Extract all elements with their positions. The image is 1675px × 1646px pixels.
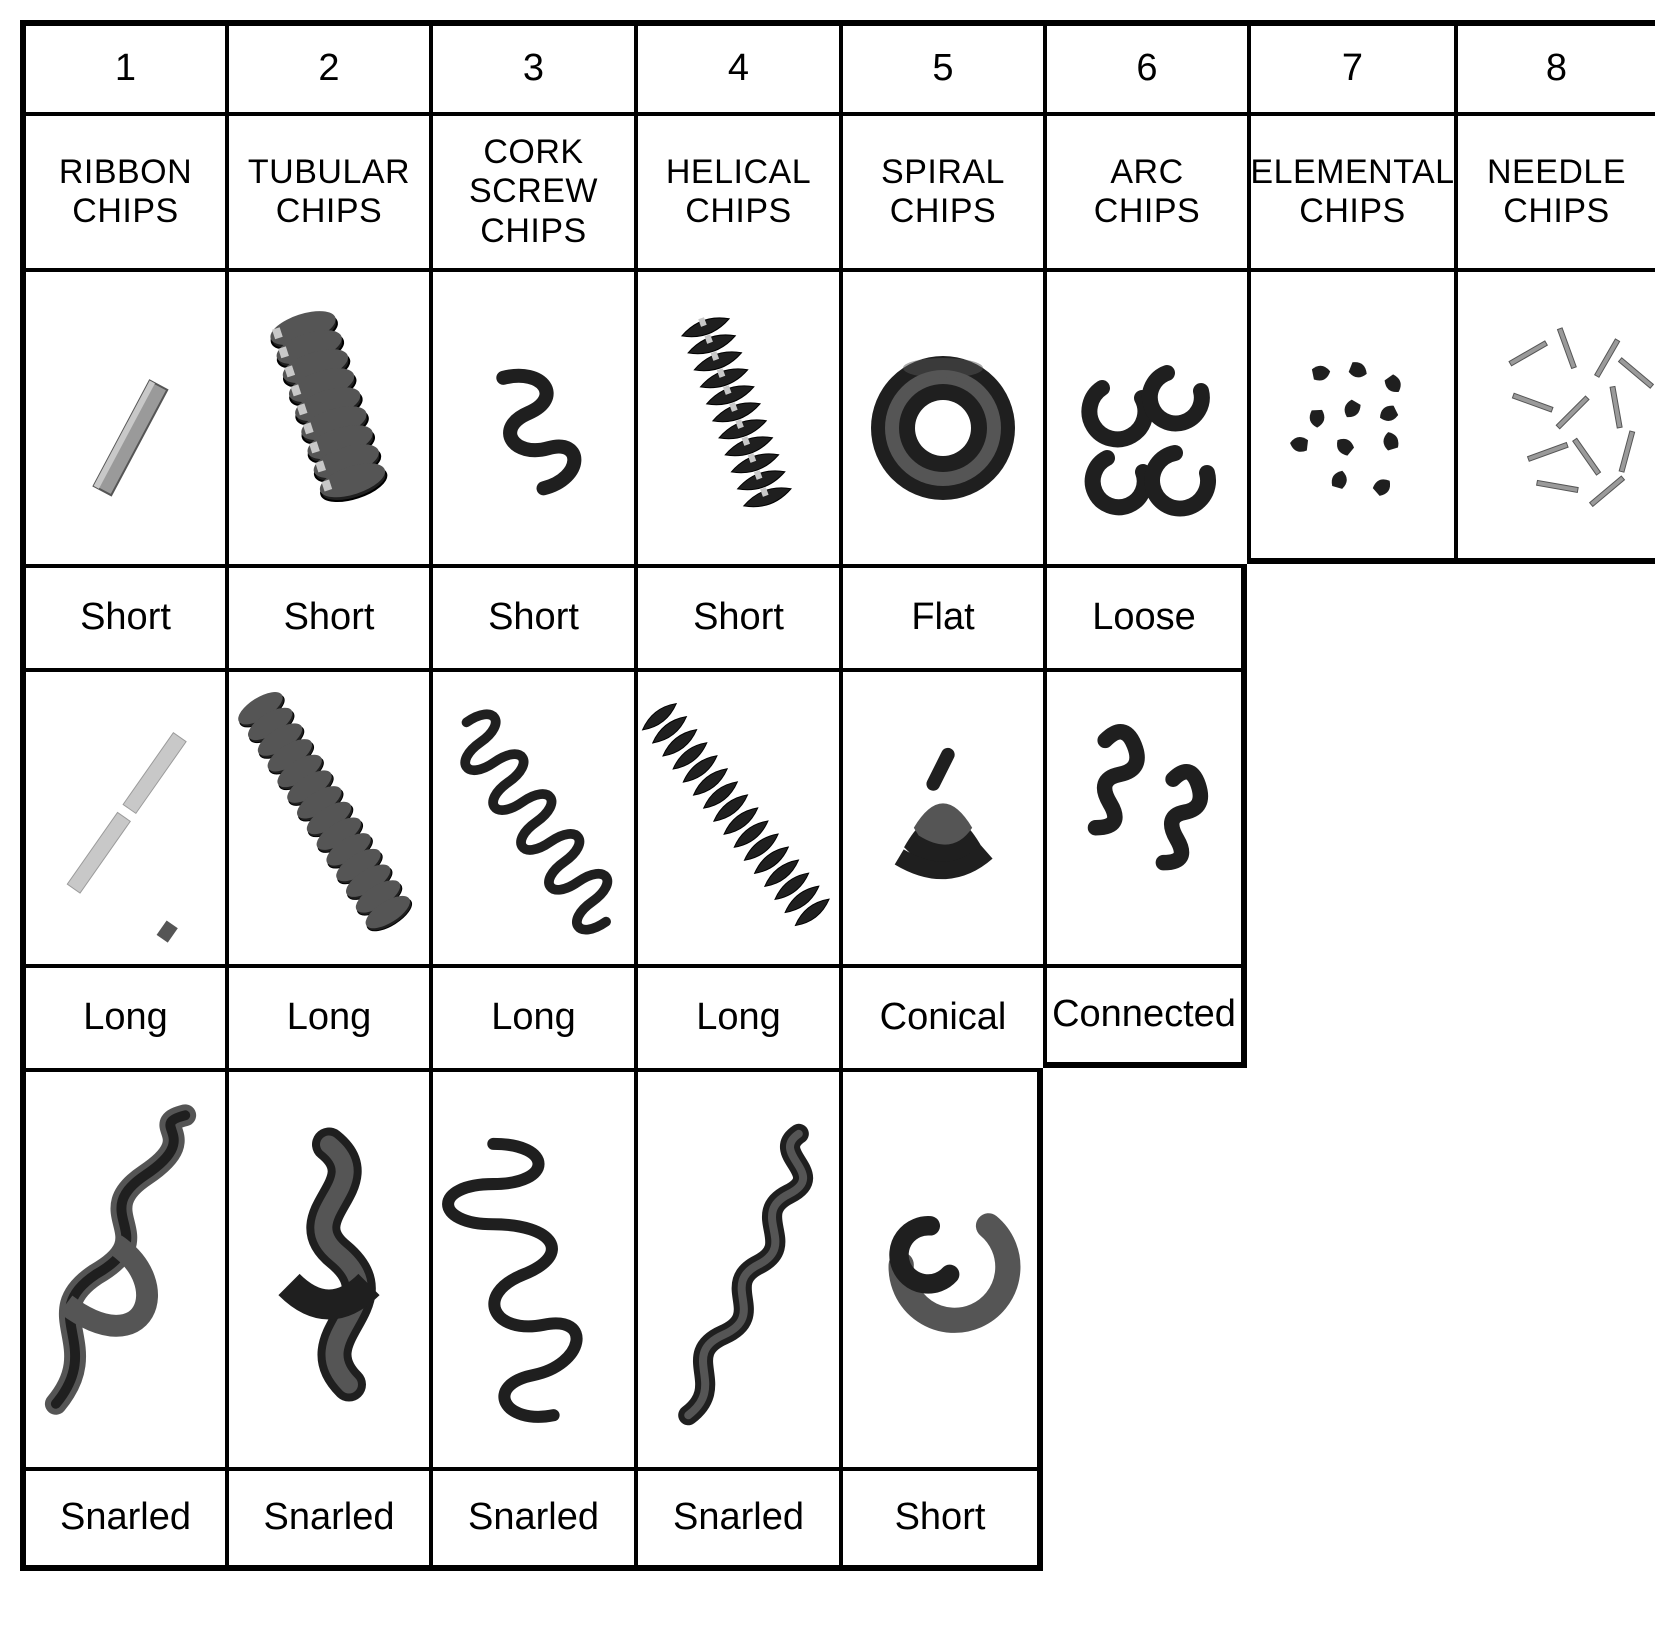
chip-tubular-snarled <box>225 1068 429 1467</box>
chip-arc-loose <box>1043 268 1247 564</box>
chip-elemental <box>1247 268 1454 564</box>
chip-ribbon-short <box>20 268 225 564</box>
col-number: 1 <box>115 47 136 91</box>
label-5-4: Conical <box>839 964 1043 1068</box>
chip-tubular-long <box>225 668 429 964</box>
label-3-2: Short <box>429 564 634 668</box>
label-7-2: Snarled <box>429 1467 634 1571</box>
col-2-number-cell: 2 <box>225 20 429 112</box>
chip-spiral-short <box>839 1068 1043 1467</box>
col-number: 5 <box>932 47 953 91</box>
col-5-name-cell: SPIRAL CHIPS <box>839 112 1043 268</box>
col-3-number-cell: 3 <box>429 20 634 112</box>
label-3-4: Flat <box>839 564 1043 668</box>
col-number: 6 <box>1136 47 1157 91</box>
label-5-3: Long <box>634 964 839 1068</box>
col-name: NEEDLE CHIPS <box>1487 153 1626 231</box>
variant-label: Snarled <box>673 1496 804 1540</box>
chip-helical-snarled <box>634 1068 839 1467</box>
col-name: SPIRAL CHIPS <box>881 153 1005 231</box>
variant-label: Short <box>284 596 375 640</box>
variant-label: Conical <box>880 996 1007 1040</box>
label-3-1: Short <box>225 564 429 668</box>
variant-label: Long <box>83 996 168 1040</box>
label-7-0: Snarled <box>20 1467 225 1571</box>
col-name: TUBULAR CHIPS <box>248 153 410 231</box>
label-7-1: Snarled <box>225 1467 429 1571</box>
label-3-0: Short <box>20 564 225 668</box>
variant-label: Short <box>80 596 171 640</box>
chip-corkscrew-short <box>429 268 634 564</box>
variant-label: Long <box>287 996 372 1040</box>
col-7-number-cell: 7 <box>1247 20 1454 112</box>
col-4-name-cell: HELICAL CHIPS <box>634 112 839 268</box>
col-8-number-cell: 8 <box>1454 20 1655 112</box>
variant-label: Long <box>491 996 576 1040</box>
chip-needle <box>1454 268 1655 564</box>
label-3-3: Short <box>634 564 839 668</box>
label-7-3: Snarled <box>634 1467 839 1571</box>
col-1-number-cell: 1 <box>20 20 225 112</box>
col-7-name-cell: ELEMENTAL CHIPS <box>1247 112 1454 268</box>
col-number: 8 <box>1546 47 1567 91</box>
col-4-number-cell: 4 <box>634 20 839 112</box>
variant-label: Snarled <box>468 1496 599 1540</box>
variant-label: Short <box>693 596 784 640</box>
label-3-5: Loose <box>1043 564 1247 668</box>
col-6-name-cell: ARC CHIPS <box>1043 112 1247 268</box>
chip-tubular-short <box>225 268 429 564</box>
col-3-name-cell: CORK SCREW CHIPS <box>429 112 634 268</box>
col-6-number-cell: 6 <box>1043 20 1247 112</box>
col-name: RIBBON CHIPS <box>59 153 192 231</box>
col-name: ELEMENTAL CHIPS <box>1250 153 1454 231</box>
chip-spiral-conical <box>839 668 1043 964</box>
variant-label: Loose <box>1092 596 1196 640</box>
chip-spiral-flat <box>839 268 1043 564</box>
label-5-1: Long <box>225 964 429 1068</box>
label-5-5: Connected <box>1043 964 1247 1068</box>
col-number: 7 <box>1342 47 1363 91</box>
label-5-0: Long <box>20 964 225 1068</box>
variant-label: Long <box>696 996 781 1040</box>
variant-label: Flat <box>911 596 974 640</box>
col-number: 4 <box>728 47 749 91</box>
col-number: 2 <box>318 47 339 91</box>
col-name: ARC CHIPS <box>1094 153 1200 231</box>
col-number: 3 <box>523 47 544 91</box>
chip-ribbon-snarled <box>20 1068 225 1467</box>
chip-helical-short <box>634 268 839 564</box>
chip-corkscrew-long <box>429 668 634 964</box>
variant-label: Connected <box>1052 993 1236 1037</box>
col-8-name-cell: NEEDLE CHIPS <box>1454 112 1655 268</box>
chip-helical-long <box>634 668 839 964</box>
chip-arc-connected <box>1043 668 1247 964</box>
variant-label: Snarled <box>60 1496 191 1540</box>
col-5-number-cell: 5 <box>839 20 1043 112</box>
variant-label: Snarled <box>264 1496 395 1540</box>
chip-chart: 1 RIBBON CHIPS 2 TUBULAR CHIPS 3 CORK SCREW C… <box>0 0 1675 1646</box>
chip-ribbon-long <box>20 668 225 964</box>
col-1-name-cell: RIBBON CHIPS <box>20 112 225 268</box>
label-5-2: Long <box>429 964 634 1068</box>
chip-corkscrew-snarled <box>429 1068 634 1467</box>
variant-label: Short <box>895 1496 986 1540</box>
col-name: CORK SCREW CHIPS <box>469 133 598 250</box>
col-2-name-cell: TUBULAR CHIPS <box>225 112 429 268</box>
label-7-4: Short <box>839 1467 1043 1571</box>
variant-label: Short <box>488 596 579 640</box>
col-name: HELICAL CHIPS <box>666 153 811 231</box>
